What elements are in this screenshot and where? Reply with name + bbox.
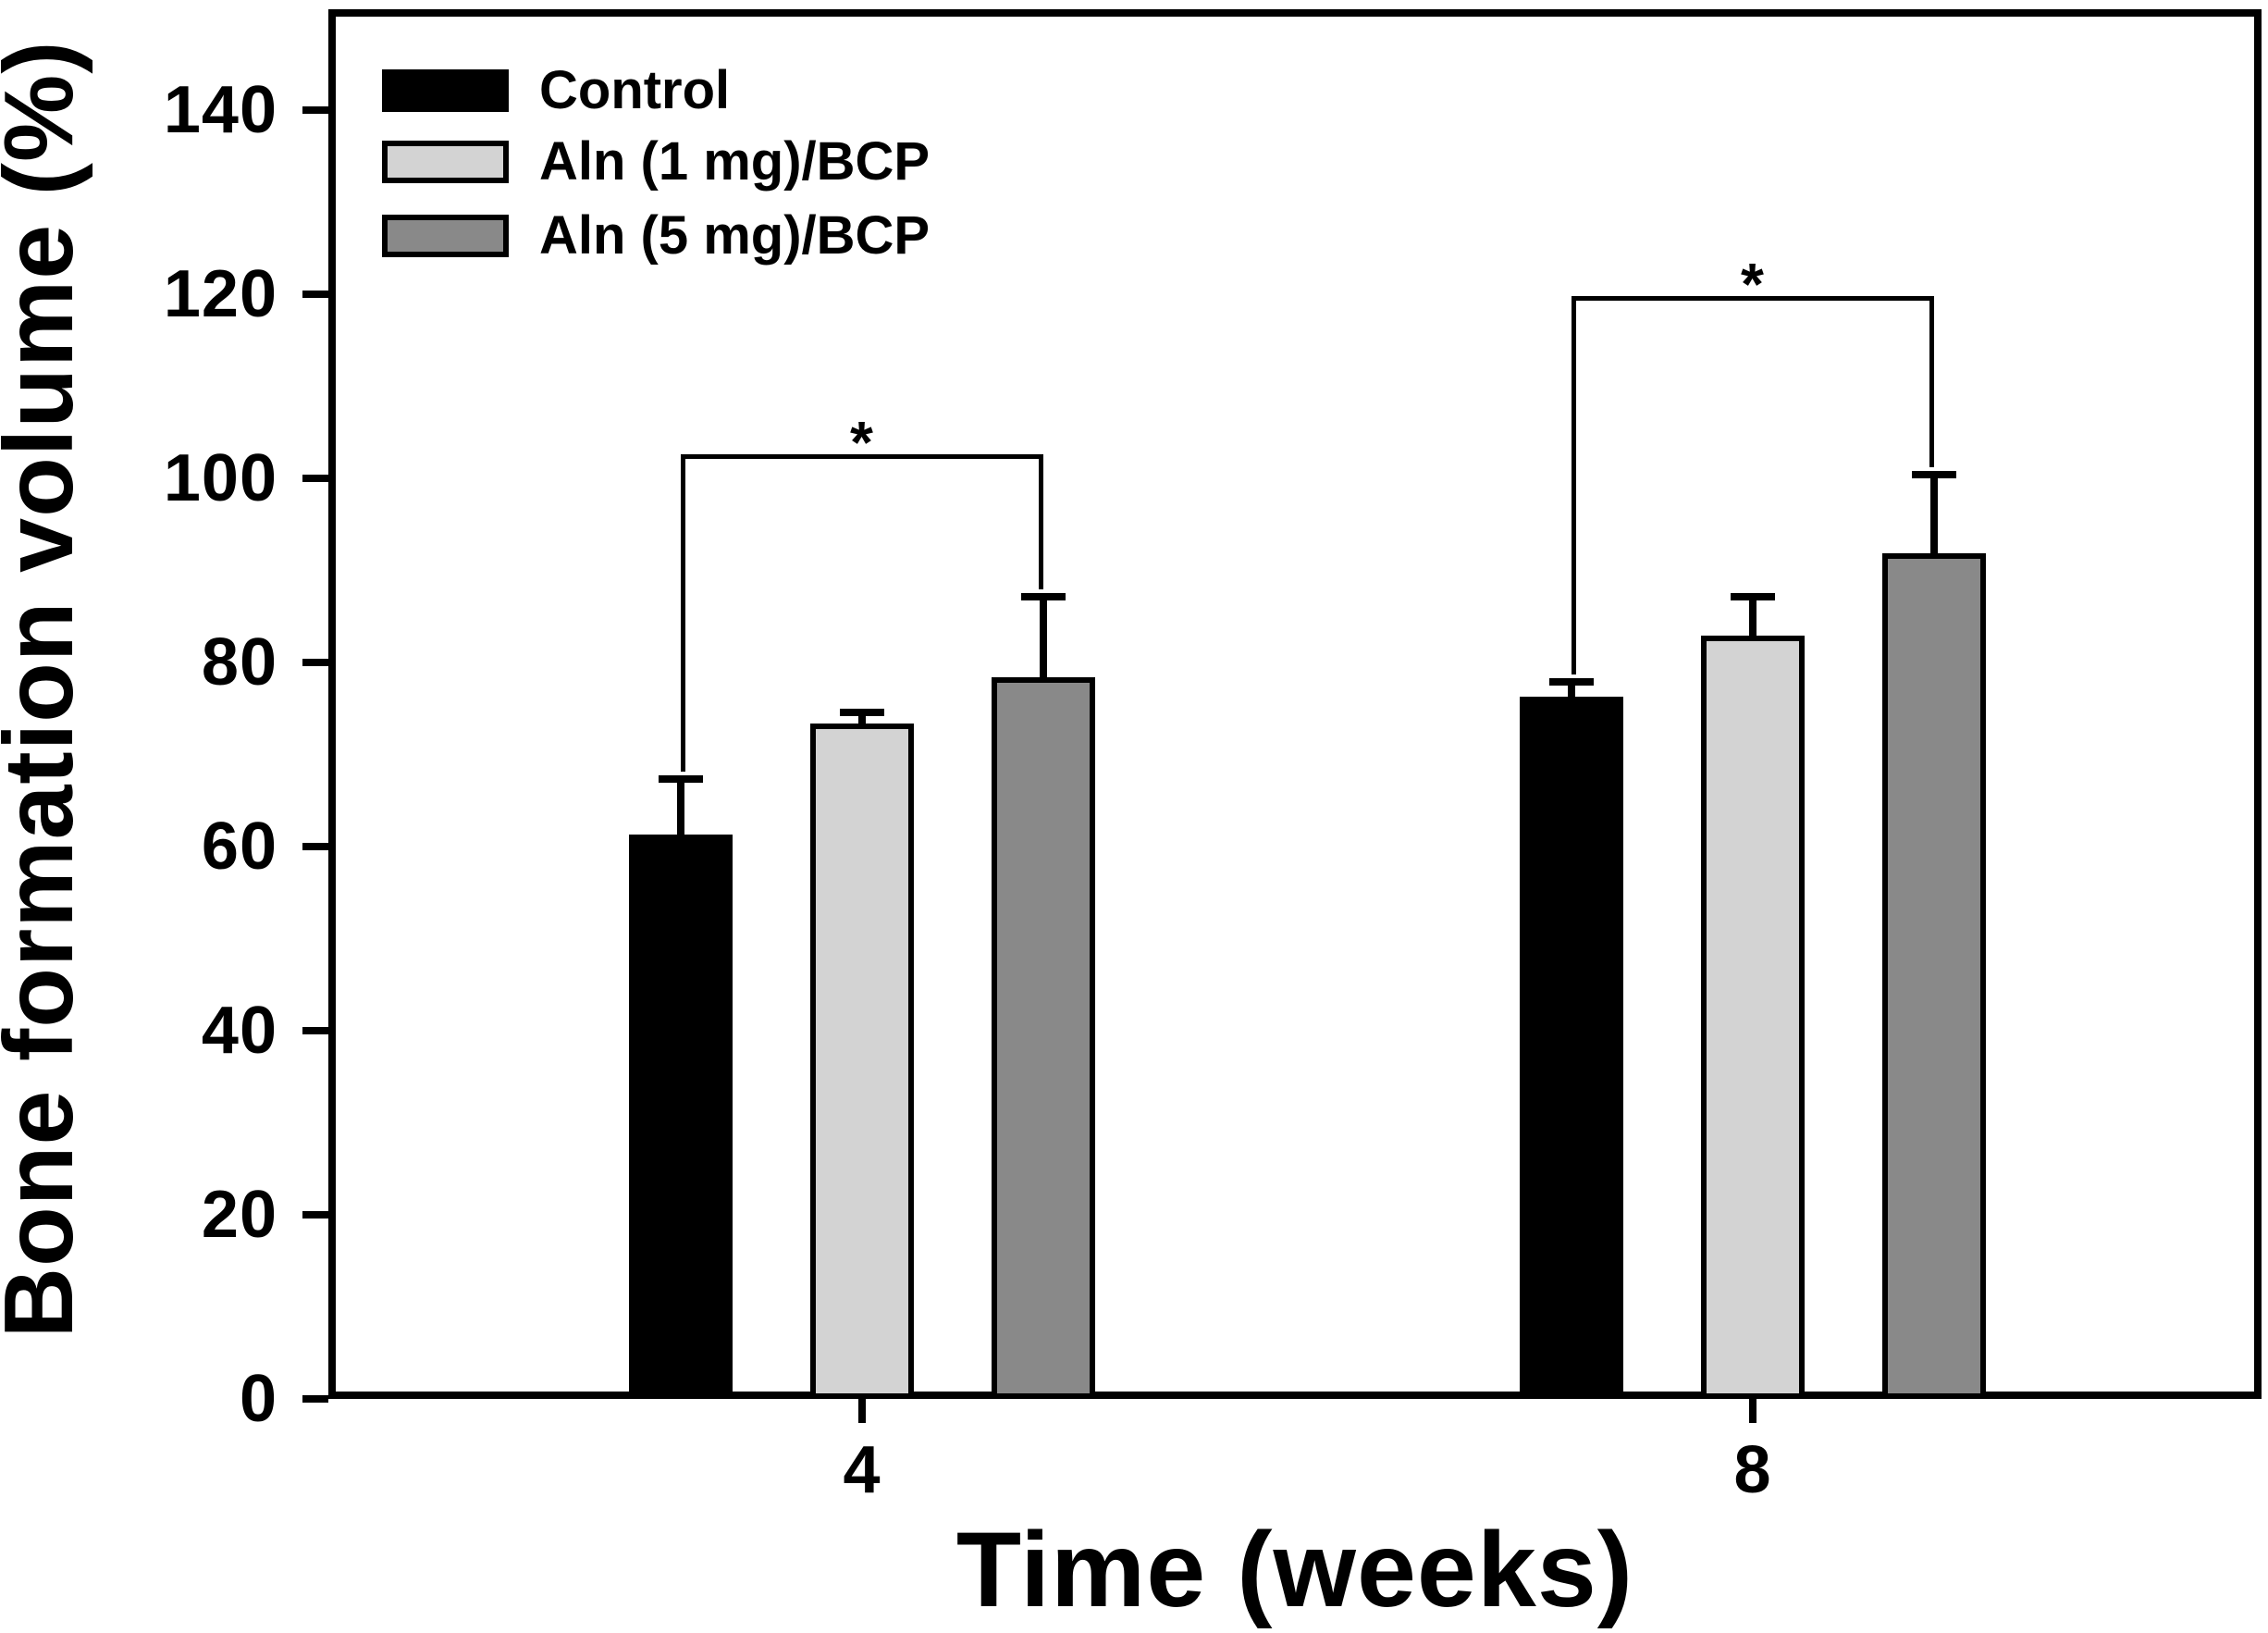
legend-label-series0: Control	[539, 60, 731, 120]
y-axis-tick-label: 60	[201, 810, 277, 885]
plot-frame	[328, 9, 2262, 1399]
y-axis-tick	[302, 843, 328, 851]
bar-series2-group1	[1881, 552, 1986, 1399]
y-axis-tick-label: 120	[163, 257, 277, 332]
error-bar-line	[1567, 682, 1575, 698]
significance-bracket-left-leg	[1571, 296, 1576, 675]
y-axis-tick	[302, 1027, 328, 1035]
x-axis-tick-label: 4	[843, 1433, 881, 1507]
y-axis-tick	[302, 291, 328, 299]
y-axis-tick-label: 140	[163, 73, 277, 148]
error-bar-cap	[1730, 592, 1775, 600]
x-axis-tick	[1748, 1399, 1756, 1423]
y-axis-tick	[302, 1211, 328, 1219]
error-bar-cap	[1911, 471, 1956, 479]
y-axis-tick-label: 100	[163, 441, 277, 516]
error-bar-cap	[839, 708, 884, 716]
bar-series1-group1	[1700, 636, 1805, 1399]
error-bar-cap	[1020, 592, 1066, 600]
y-axis-tick-label: 0	[239, 1362, 277, 1436]
bar-series0-group0	[628, 835, 733, 1399]
error-bar-cap	[658, 774, 703, 783]
legend-label-series2: Aln (5 mg)/BCP	[539, 205, 931, 266]
error-bar-line	[1039, 596, 1047, 678]
x-axis-tick-label: 8	[1733, 1433, 1771, 1507]
bar-series2-group0	[991, 677, 1095, 1399]
y-axis-tick-label: 40	[201, 994, 277, 1069]
x-axis-title: Time (weeks)	[955, 1511, 1634, 1629]
significance-asterisk: *	[1741, 251, 1764, 318]
error-bar-cap	[1548, 678, 1594, 687]
significance-bracket-right-leg	[1038, 454, 1043, 589]
y-axis-tick-label: 80	[201, 625, 277, 700]
error-bar-line	[1929, 475, 1938, 553]
error-bar-line	[1748, 596, 1756, 637]
legend-swatch-series0	[382, 69, 509, 112]
significance-asterisk: *	[850, 409, 873, 476]
y-axis-tick	[302, 475, 328, 483]
legend-swatch-series2	[382, 215, 509, 257]
x-axis-tick	[857, 1399, 866, 1423]
y-axis-tick	[302, 106, 328, 115]
bar-series1-group0	[809, 723, 914, 1399]
significance-bracket-top	[1571, 296, 1934, 302]
significance-bracket-left-leg	[680, 454, 685, 772]
y-axis-tick	[302, 1395, 328, 1403]
significance-bracket-top	[680, 454, 1043, 460]
legend-swatch-series1	[382, 141, 509, 183]
bar-series0-group1	[1519, 697, 1623, 1399]
y-axis-tick	[302, 659, 328, 667]
significance-bracket-right-leg	[1929, 296, 1934, 468]
y-axis-tick-label: 20	[201, 1178, 277, 1253]
legend-label-series1: Aln (1 mg)/BCP	[539, 131, 931, 192]
error-bar-line	[857, 711, 866, 724]
error-bar-line	[676, 778, 684, 835]
